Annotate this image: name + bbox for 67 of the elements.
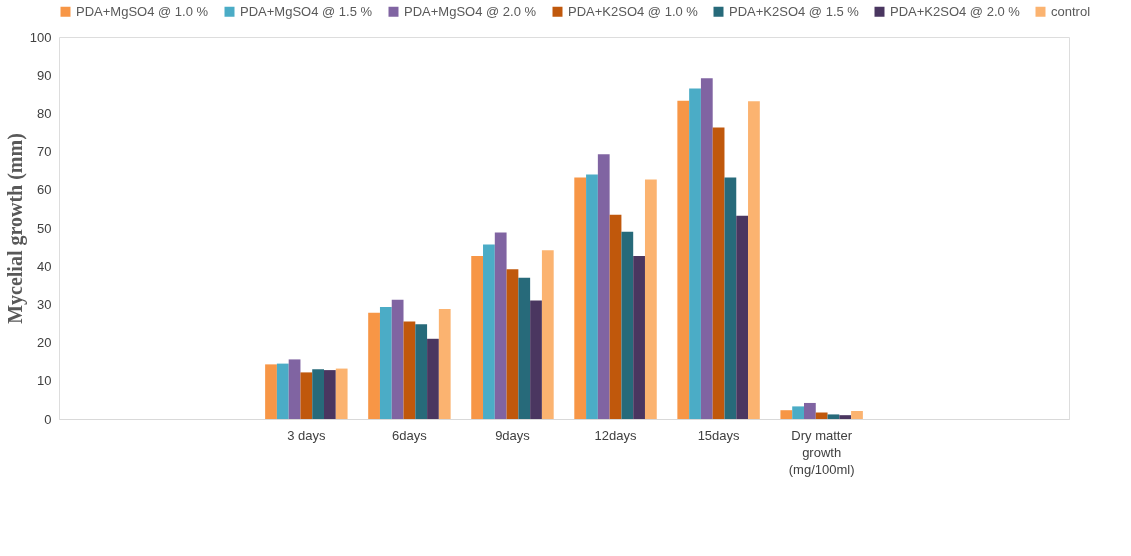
bar: [803, 402, 816, 419]
bar: [379, 307, 392, 419]
bar: [644, 179, 657, 419]
x-tick-label: 15days: [697, 427, 741, 443]
legend-label: PDA+MgSO4 @ 1.5 %: [240, 3, 373, 19]
y-tick-label: 40: [37, 258, 52, 274]
bar: [312, 369, 325, 419]
bar: [506, 269, 519, 419]
bar: [438, 308, 451, 419]
bar: [288, 359, 301, 419]
bar: [335, 368, 348, 419]
y-tick-label: 80: [37, 105, 52, 121]
bar: [391, 299, 404, 419]
bar: [609, 214, 622, 419]
y-tick-label: 50: [37, 220, 52, 236]
bar: [427, 338, 439, 419]
bar: [792, 406, 804, 419]
bar: [586, 174, 598, 419]
bar: [700, 78, 713, 419]
bar: [815, 412, 828, 419]
bar: [689, 88, 701, 419]
x-tick-label: 3 days: [287, 427, 326, 443]
bar: [265, 364, 277, 419]
y-tick-label: 70: [37, 144, 52, 160]
x-tick-label: 6days: [392, 427, 428, 443]
bar: [736, 215, 749, 419]
bar: [677, 100, 690, 419]
x-tick-label: Dry matter growth (mg/100ml): [788, 427, 855, 477]
bar: [724, 177, 737, 419]
bar: [827, 414, 840, 419]
y-tick-label: 60: [37, 182, 52, 198]
y-tick-label: 90: [37, 67, 52, 83]
bar: [276, 363, 289, 419]
bar: [851, 410, 863, 419]
y-tick-label: 0: [44, 411, 52, 427]
bar: [403, 321, 416, 419]
bar: [471, 255, 484, 419]
bar: [574, 177, 587, 419]
y-tick-label: 100: [29, 29, 52, 45]
bar: [494, 232, 507, 419]
bar: [839, 415, 852, 419]
bar: [780, 410, 793, 419]
x-tick-label: 9days: [495, 427, 531, 443]
y-tick-label: 10: [37, 373, 52, 389]
bar: [300, 372, 313, 419]
legend-label: PDA+K2SO4 @ 2.0 %: [890, 3, 1021, 19]
legend-label: PDA+K2SO4 @ 1.5 %: [729, 3, 860, 19]
x-tick-label: 12days: [594, 427, 637, 443]
legend-label: PDA+MgSO4 @ 1.0 %: [76, 3, 209, 19]
bar: [530, 300, 542, 419]
y-tick-label: 20: [37, 335, 52, 351]
bar: [633, 255, 645, 419]
bar: [415, 324, 428, 419]
y-tick-label: 30: [37, 296, 52, 312]
bar: [368, 312, 380, 419]
bar: [541, 250, 554, 419]
bar: [324, 370, 336, 419]
legend-label: control: [1051, 3, 1091, 19]
legend-label: PDA+MgSO4 @ 2.0 %: [404, 3, 537, 19]
y-axis-title: Mycelial growth (mm): [3, 133, 27, 324]
bar: [748, 101, 760, 419]
bar: [597, 154, 610, 419]
legend-label: PDA+K2SO4 @ 1.0 %: [568, 3, 699, 19]
bar: [483, 244, 495, 419]
bar: [712, 127, 725, 419]
bar: [518, 277, 531, 419]
bar: [621, 231, 634, 419]
